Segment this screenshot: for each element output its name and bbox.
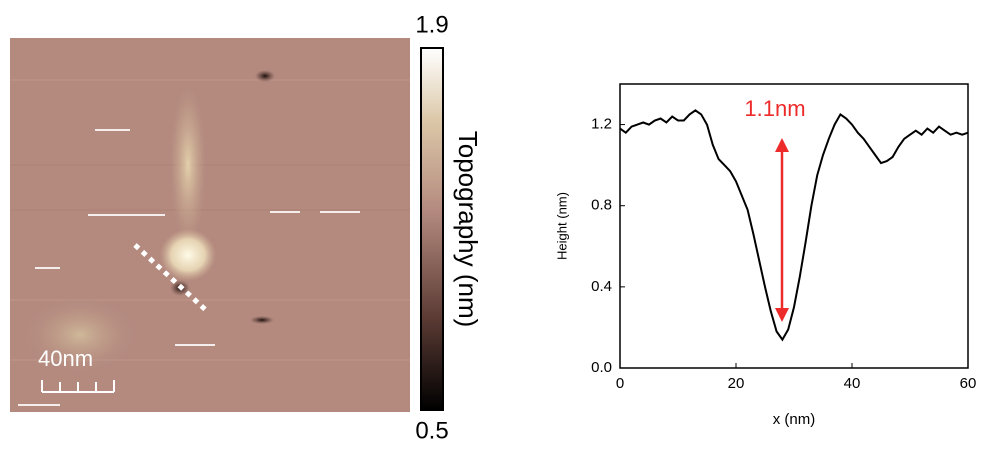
x-axis-label: x (nm) — [773, 411, 816, 428]
y-tick-label: 0.4 — [591, 278, 612, 295]
arrow-head — [775, 138, 789, 152]
y-axis-label: Height (nm) — [554, 192, 569, 260]
x-tick-label: 0 — [616, 375, 624, 392]
colorbar-tick-label: 0.5 — [415, 417, 448, 444]
afm-image: 40nm — [10, 38, 410, 412]
x-tick-label: 40 — [844, 375, 861, 392]
colorbar — [420, 47, 444, 411]
arrow-head — [775, 308, 789, 322]
x-tick-label: 60 — [960, 375, 977, 392]
line-series — [619, 109, 969, 342]
y-tick-label: 0.0 — [591, 359, 612, 376]
colorbar-tick-label: 1.9 — [415, 11, 448, 38]
annotation: 1.1nm — [744, 96, 805, 121]
x-tick-label: 20 — [728, 375, 745, 392]
scale-bar-label: 40nm — [38, 346, 93, 371]
colorbar-label: Topography (nm) — [453, 131, 483, 328]
y-tick-label: 0.8 — [591, 197, 612, 214]
plot-frame — [619, 83, 969, 369]
y-tick-label: 1.2 — [591, 116, 612, 133]
